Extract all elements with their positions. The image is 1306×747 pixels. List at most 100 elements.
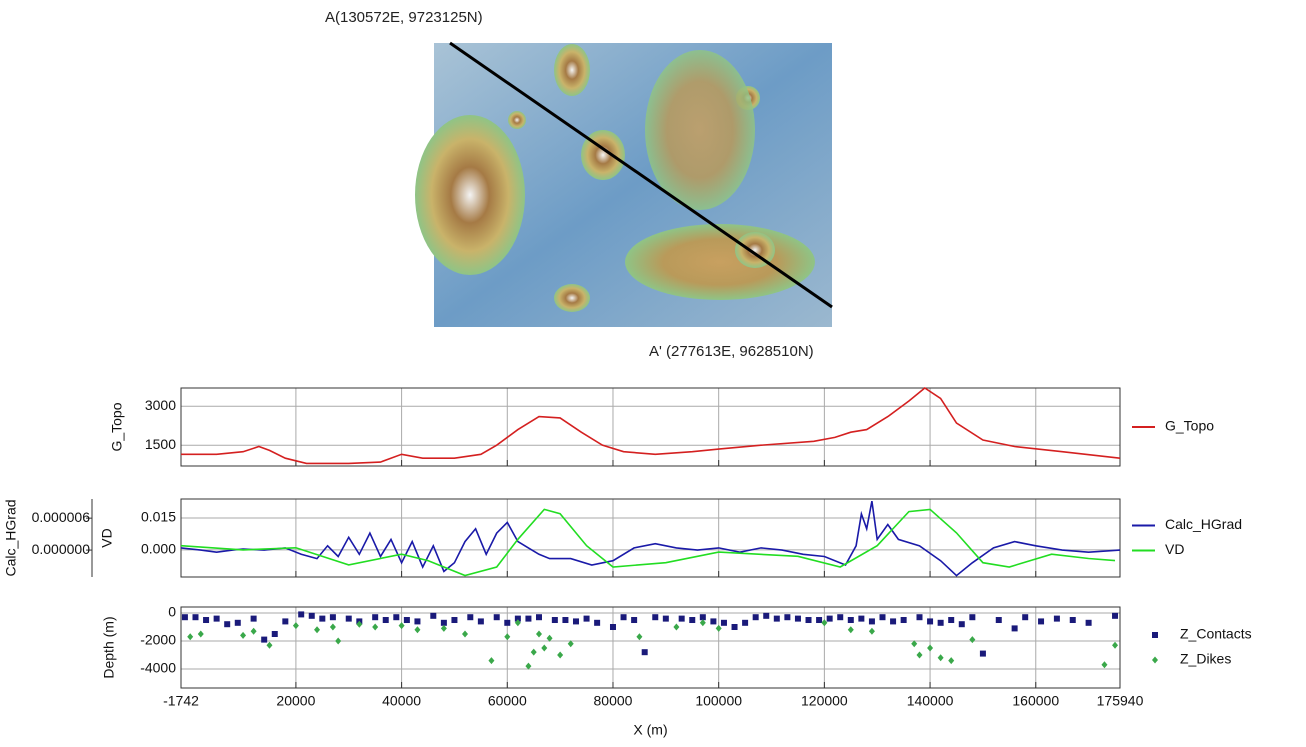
point [525,616,531,622]
point [901,617,907,623]
point [536,614,542,620]
point [880,614,886,620]
map [415,43,832,327]
point [293,622,299,629]
point [1086,620,1092,626]
point [330,614,336,620]
point [224,621,230,627]
point [816,617,822,623]
point [636,633,642,640]
x-tick-label: 120000 [801,693,848,709]
point [282,618,288,624]
x-tick-label: 60000 [488,693,527,709]
point [261,637,267,643]
point [467,614,473,620]
point [187,633,193,640]
figure: A(130572E, 9723125N) A' (277613E, 962851… [0,0,1306,742]
point [732,624,738,630]
point [689,617,695,623]
point [827,616,833,622]
legend-label: Z_Contacts [1180,626,1252,642]
point [531,649,537,656]
x-tick-label: 160000 [1012,693,1059,709]
legend-label: G_Topo [1165,418,1214,434]
point [1038,618,1044,624]
map-island [415,115,525,275]
point [837,614,843,620]
point [806,617,812,623]
point [753,614,759,620]
point [214,616,220,622]
y-axis-label: Depth (m) [101,616,117,678]
point [462,631,468,638]
x-tick-label: 40000 [382,693,421,709]
point [716,625,722,632]
point [1112,613,1118,619]
point [679,616,685,622]
point [890,618,896,624]
point [710,618,716,624]
point [774,616,780,622]
map-land [625,224,815,300]
point [821,619,827,626]
point [980,651,986,657]
point [192,614,198,620]
point [959,621,965,627]
point [251,628,257,635]
point [266,642,272,649]
point [414,626,420,633]
legend-label: Calc_HGrad [1165,516,1242,532]
point [399,622,405,629]
point [414,618,420,624]
point [330,624,336,631]
point [309,613,315,619]
point [927,618,933,624]
y-tick-label: 0 [168,604,176,620]
point [1022,614,1028,620]
point [948,657,954,664]
point [451,617,457,623]
line [181,509,1115,575]
point [594,620,600,626]
x-tick-label: -1742 [163,693,199,709]
y-tick-label: -2000 [140,632,176,648]
map-island [554,44,590,96]
point [969,636,975,643]
point [251,616,257,622]
point [1012,625,1018,631]
x-tick-label: 140000 [907,693,954,709]
point [372,624,378,631]
point [969,614,975,620]
map-land [645,50,755,210]
point [1054,616,1060,622]
y2-axis-label: Calc_HGrad [3,499,19,576]
point [346,616,352,622]
point [584,616,590,622]
y-tick-label: 0.015 [141,509,176,525]
point [663,616,669,622]
point [869,628,875,635]
point [319,616,325,622]
y-axis-label: G_Topo [109,402,125,451]
x-tick-label: 175940 [1097,693,1144,709]
point [182,614,188,620]
map-island [554,284,590,312]
point [1112,642,1118,649]
map-label-start: A(130572E, 9723125N) [325,9,483,26]
point [996,617,1002,623]
plot-frame [181,499,1120,577]
y-tick-label: 0.000 [141,541,176,557]
legend-swatch [1152,632,1158,638]
map-label-end: A' (277613E, 9628510N) [649,343,814,360]
point [573,618,579,624]
point [1070,617,1076,623]
point [541,644,547,651]
point [536,631,542,638]
point [858,616,864,622]
y2-tick-label: 0.000000 [32,541,91,557]
point [552,617,558,623]
point [642,649,648,655]
point [652,614,658,620]
point [1101,661,1107,668]
point [504,633,510,640]
